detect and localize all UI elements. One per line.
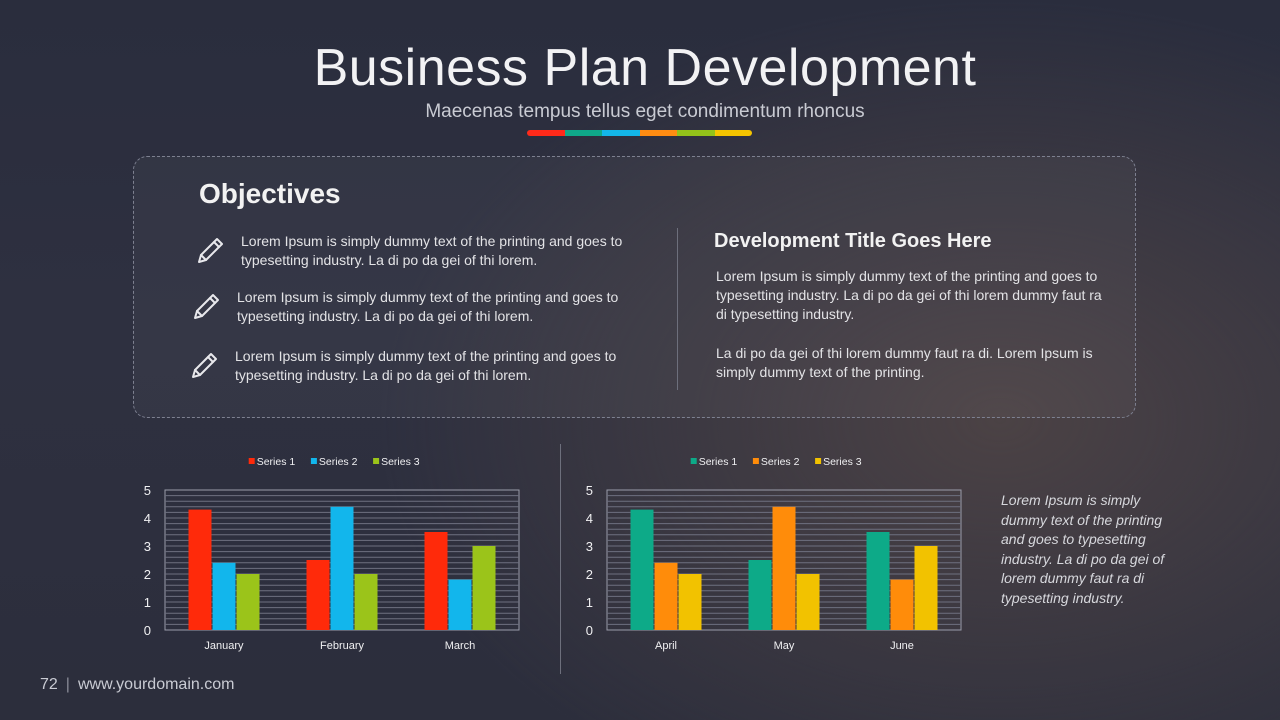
x-tick-label: January (204, 640, 244, 652)
objective-text: Lorem Ipsum is simply dummy text of the … (235, 348, 617, 383)
objective-item: Lorem Ipsum is simply dummy text of the … (193, 232, 661, 270)
accent-color-bar (527, 130, 752, 136)
y-tick-label: 2 (586, 567, 593, 582)
bar (772, 506, 796, 630)
accent-color-segment (527, 130, 565, 136)
pencil-icon (194, 294, 219, 319)
bar (678, 574, 702, 630)
charts-divider (560, 444, 561, 674)
bar (748, 560, 772, 630)
legend-swatch (310, 458, 317, 464)
bar (212, 562, 236, 630)
legend-label: Series 3 (381, 456, 420, 468)
y-tick-label: 2 (144, 567, 151, 582)
x-tick-label: March (445, 640, 476, 652)
bar (654, 562, 678, 630)
legend-label: Series 3 (823, 456, 862, 468)
accent-color-segment (714, 130, 752, 136)
bar (472, 546, 496, 630)
objectives-heading: Objectives (199, 178, 341, 209)
bar (424, 532, 448, 630)
objective-text: Lorem Ipsum is simply dummy text of the … (241, 233, 623, 268)
bar (796, 574, 820, 630)
bar (306, 560, 330, 630)
footer: 72 | www.yourdomain.com (40, 676, 234, 694)
legend-label: Series 2 (761, 456, 800, 468)
legend-swatch (815, 458, 822, 464)
bar (630, 509, 654, 630)
slide-title: Business Plan Development (313, 39, 977, 97)
objective-text: Lorem Ipsum is simply dummy text of the … (237, 289, 619, 324)
y-tick-label: 1 (144, 595, 151, 610)
y-tick-label: 1 (586, 595, 593, 610)
side-note: Lorem Ipsum is simply dummy text of the … (1001, 492, 1165, 606)
x-tick-label: April (655, 640, 677, 652)
y-tick-label: 0 (586, 623, 593, 638)
accent-color-segment (677, 130, 715, 136)
bar (354, 574, 378, 630)
bar (448, 579, 472, 630)
slide-subtitle: Maecenas tempus tellus eget condimentum … (425, 101, 865, 122)
legend-swatch (248, 458, 255, 464)
development-title: Development Title Goes Here (714, 230, 992, 252)
legend-label: Series 1 (257, 456, 296, 468)
x-tick-label: June (890, 640, 914, 652)
bar-chart-right: 0 1 2 3 4 5 April May June Series 1 Series 2 Series… (586, 456, 962, 652)
accent-color-segment (564, 130, 602, 136)
bar (188, 509, 212, 630)
objective-item: Lorem Ipsum is simply dummy text of the … (189, 288, 657, 326)
y-tick-label: 0 (144, 623, 151, 638)
y-tick-label: 4 (144, 511, 151, 526)
bar (330, 506, 354, 630)
pencil-icon (198, 238, 223, 263)
bar-chart-left: 0 1 2 3 4 5 January February March Series 1 Series… (144, 456, 520, 652)
objective-item: Lorem Ipsum is simply dummy text of the … (187, 347, 655, 385)
legend-swatch (690, 458, 697, 464)
objectives-panel (133, 156, 1136, 418)
accent-color-segment (639, 130, 677, 136)
y-tick-label: 5 (586, 483, 593, 498)
bar (914, 546, 938, 630)
legend-swatch (373, 458, 380, 464)
y-tick-label: 3 (144, 539, 151, 554)
bar (866, 532, 890, 630)
bar (890, 579, 914, 630)
x-tick-label: February (320, 640, 365, 652)
legend-label: Series 1 (699, 456, 738, 468)
y-tick-label: 4 (586, 511, 593, 526)
footer-separator: | (65, 676, 70, 693)
pencil-icon (192, 353, 217, 378)
accent-color-segment (602, 130, 640, 136)
page-number: 72 (40, 676, 58, 693)
development-paragraph: La di po da gei of thi lorem dummy faut … (716, 345, 1093, 380)
bar (236, 574, 260, 630)
y-tick-label: 3 (586, 539, 593, 554)
x-tick-label: May (774, 640, 795, 652)
legend-label: Series 2 (319, 456, 358, 468)
y-tick-label: 5 (144, 483, 151, 498)
development-paragraph: Lorem Ipsum is simply dummy text of the … (716, 268, 1102, 322)
panel-divider (677, 228, 678, 390)
footer-url: www.yourdomain.com (77, 676, 235, 693)
legend-swatch (752, 458, 759, 464)
